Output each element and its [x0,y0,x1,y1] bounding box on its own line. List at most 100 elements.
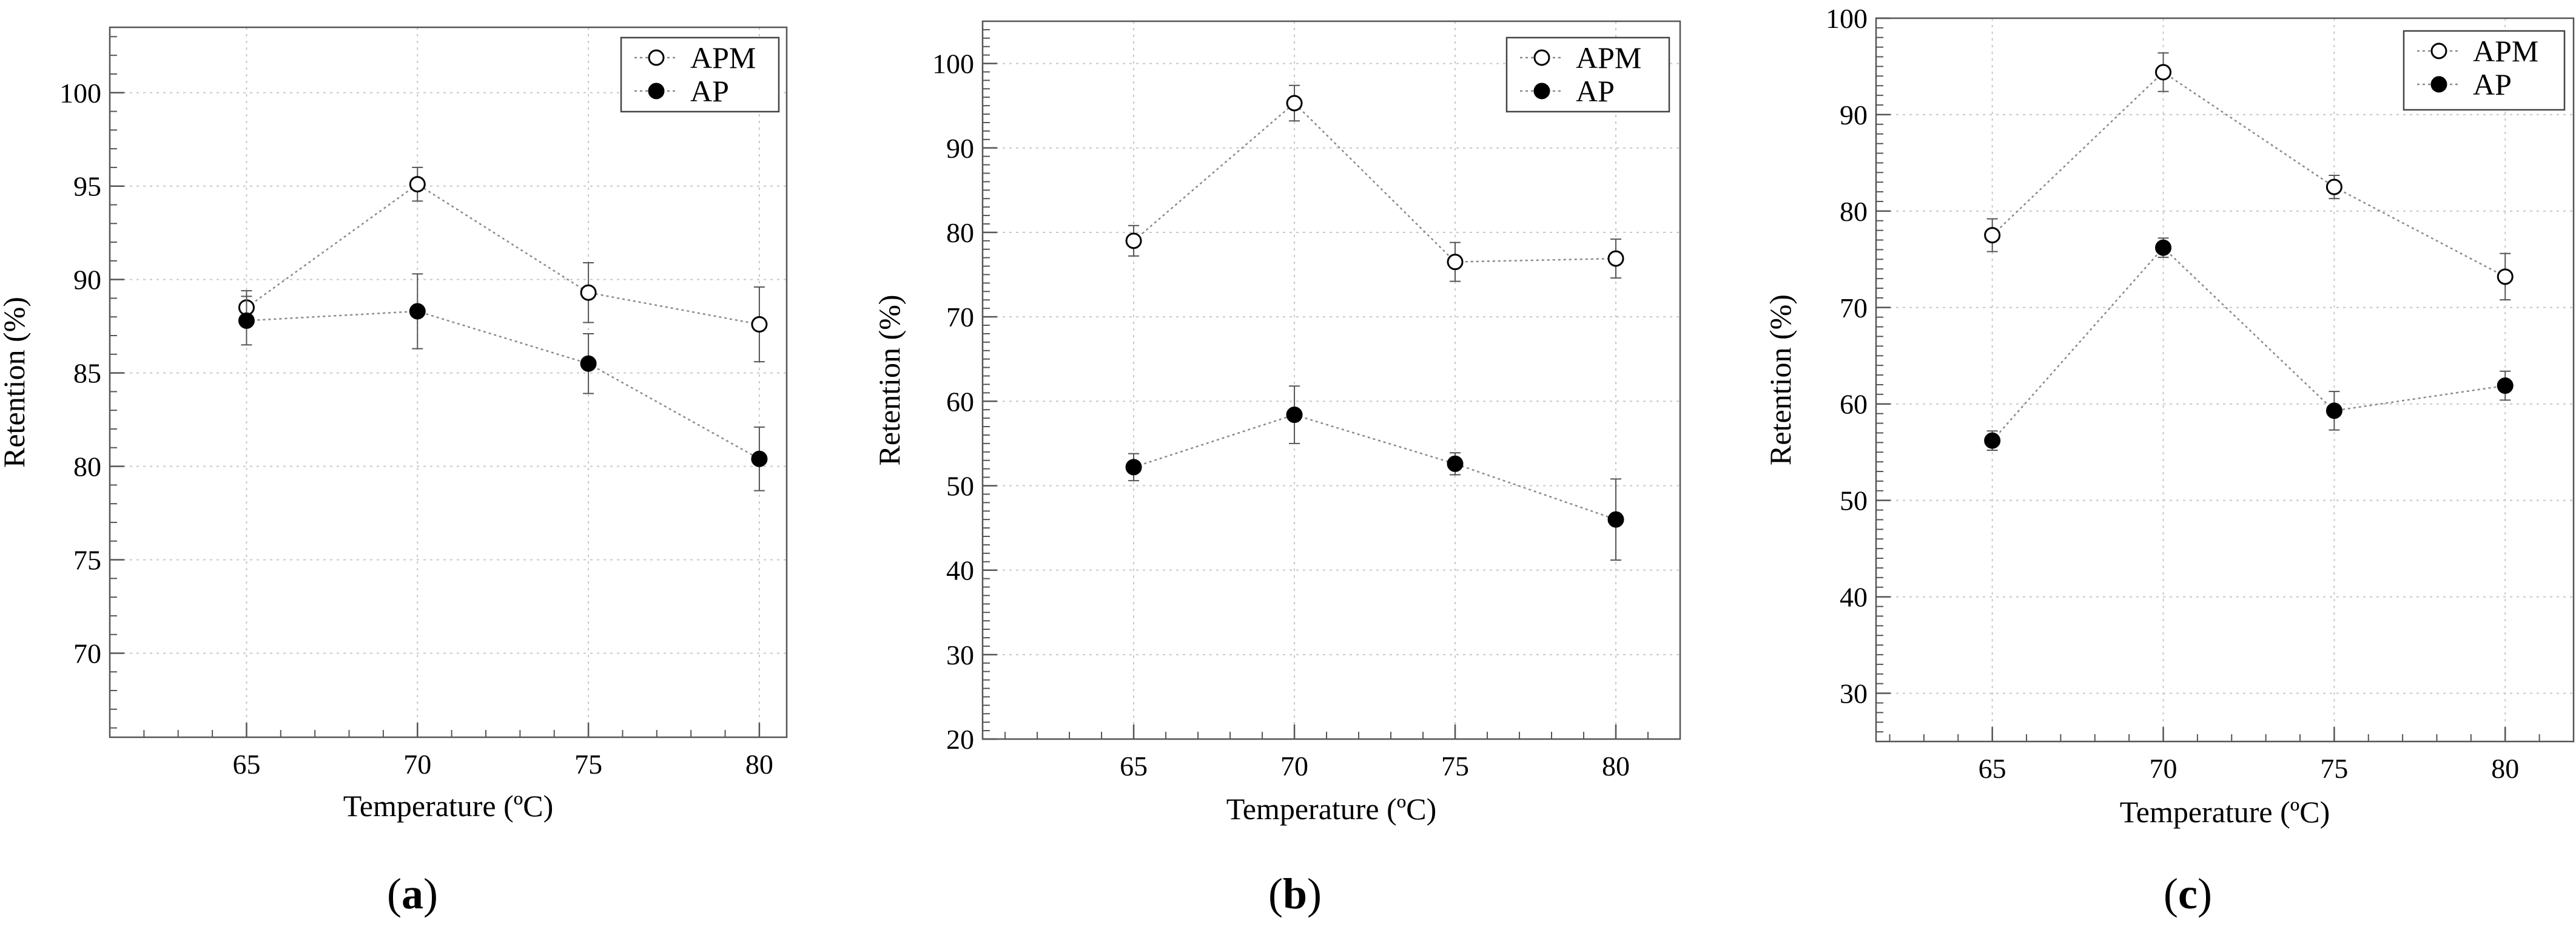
data-point-apm [1984,227,2001,244]
y-tick-label: 70 [1840,292,1868,323]
legend-label-ap: AP [1576,74,1615,108]
data-point-apm [1125,232,1142,249]
panel-caption: (b) [1268,870,1322,918]
y-tick-label: 100 [1826,3,1868,34]
y-tick-label: 100 [59,78,101,109]
chart-panel-b: 20 30 40 50 60 70 80 90 100 65 70 75 80 Temperature (… [872,20,1681,918]
y-tick-label: 50 [946,470,974,501]
data-point-ap [409,303,426,320]
data-point-apm [580,284,597,301]
y-tick-label: 40 [1840,582,1868,613]
data-point-apm [2497,268,2514,285]
legend-label-apm: APM [1576,41,1641,75]
y-tick-label: 70 [946,302,974,333]
y-tick-label: 80 [73,451,101,482]
y-axis-title: Retention (%) [1763,294,1797,465]
data-point-ap [238,312,255,329]
x-tick-label: 70 [2150,753,2177,784]
series-apm [238,166,768,363]
x-tick-label: 70 [403,749,431,780]
legend-label-apm: APM [2473,34,2538,68]
plot-frame [1875,17,2575,743]
series-line-ap [1991,246,2506,441]
caption-close-paren: ) [423,870,438,918]
y-tick-label: 80 [946,217,974,248]
data-point-ap [1447,455,1464,472]
y-tick-label: 60 [1840,389,1868,420]
x-axis-title: Temperature (ºC) [2120,795,2330,829]
x-tick-label: 70 [1280,751,1308,782]
y-tick-label: 70 [73,638,101,669]
data-point-apm [2325,178,2342,195]
data-point-apm [1607,250,1624,267]
data-point-apm [2155,64,2172,81]
panel-label: a [402,870,423,918]
series-line-ap [246,310,760,460]
data-point-ap [2497,377,2514,394]
legend-label-ap: AP [2473,67,2512,101]
x-tick-label: 75 [2320,753,2348,784]
data-point-ap [580,355,597,372]
legend-box [2403,30,2566,111]
series-apm [1125,84,1624,282]
legend-marker-apm [2430,42,2447,59]
y-tick-label: 80 [1840,196,1868,227]
legend-box [1505,36,1670,113]
y-tick-label: 90 [946,133,974,164]
series-line-apm [246,183,760,325]
caption-close-paren: ) [2198,870,2212,918]
data-point-apm [751,316,768,333]
data-point-ap [1286,407,1303,424]
legend-label-ap: AP [690,74,729,108]
series-ap [1984,237,2514,451]
caption-open-paren: ( [2164,870,2178,918]
plot-frame [109,26,788,738]
caption-close-paren: ) [1307,870,1322,918]
panel-label: b [1283,870,1307,918]
x-tick-label: 75 [574,749,602,780]
chart-panel-a: 70 75 80 85 90 95 100 65 70 75 80 Temperature (ºC) R… [0,26,788,918]
legend-marker-apm [1533,49,1550,66]
x-tick-label: 65 [232,749,260,780]
panel-label: c [2178,870,2198,918]
caption-open-paren: ( [1268,870,1283,918]
caption-open-paren: ( [387,870,402,918]
legend-marker-ap [648,83,665,100]
x-tick-label: 80 [745,749,773,780]
x-axis-title: Temperature (ºC) [343,789,554,823]
panel-caption: (c) [2164,870,2212,918]
panel-caption: (a) [387,870,438,918]
y-tick-label: 100 [932,49,974,79]
legend-marker-apm [648,49,665,66]
data-point-ap [1607,511,1624,528]
legend-marker-ap [1533,83,1550,100]
y-tick-label: 90 [73,265,101,296]
y-tick-label: 85 [73,358,101,389]
data-point-ap [2155,239,2172,256]
series-line-apm [1133,102,1616,263]
data-point-apm [409,176,426,193]
data-point-apm [1286,95,1303,112]
data-point-ap [751,450,768,467]
data-point-ap [1125,459,1142,476]
y-tick-label: 95 [73,171,101,202]
x-tick-label: 75 [1441,751,1469,782]
y-axis-title: Retention (%) [872,295,906,466]
data-point-ap [2325,402,2342,419]
series-line-ap [1133,414,1616,521]
chart-panel-c: 30 40 50 60 70 80 90 100 65 70 75 80 Temperature (ºC… [1763,3,2575,918]
y-tick-label: 20 [946,724,974,755]
series-ap [1125,385,1624,561]
x-tick-label: 65 [1120,751,1148,782]
series-line-apm [1991,71,2506,278]
y-tick-label: 30 [1840,678,1868,709]
legend-box [620,36,780,113]
x-tick-label: 65 [1979,753,2006,784]
legend-label-apm: APM [690,41,756,75]
y-tick-label: 40 [946,555,974,586]
plot-frame [981,20,1681,740]
